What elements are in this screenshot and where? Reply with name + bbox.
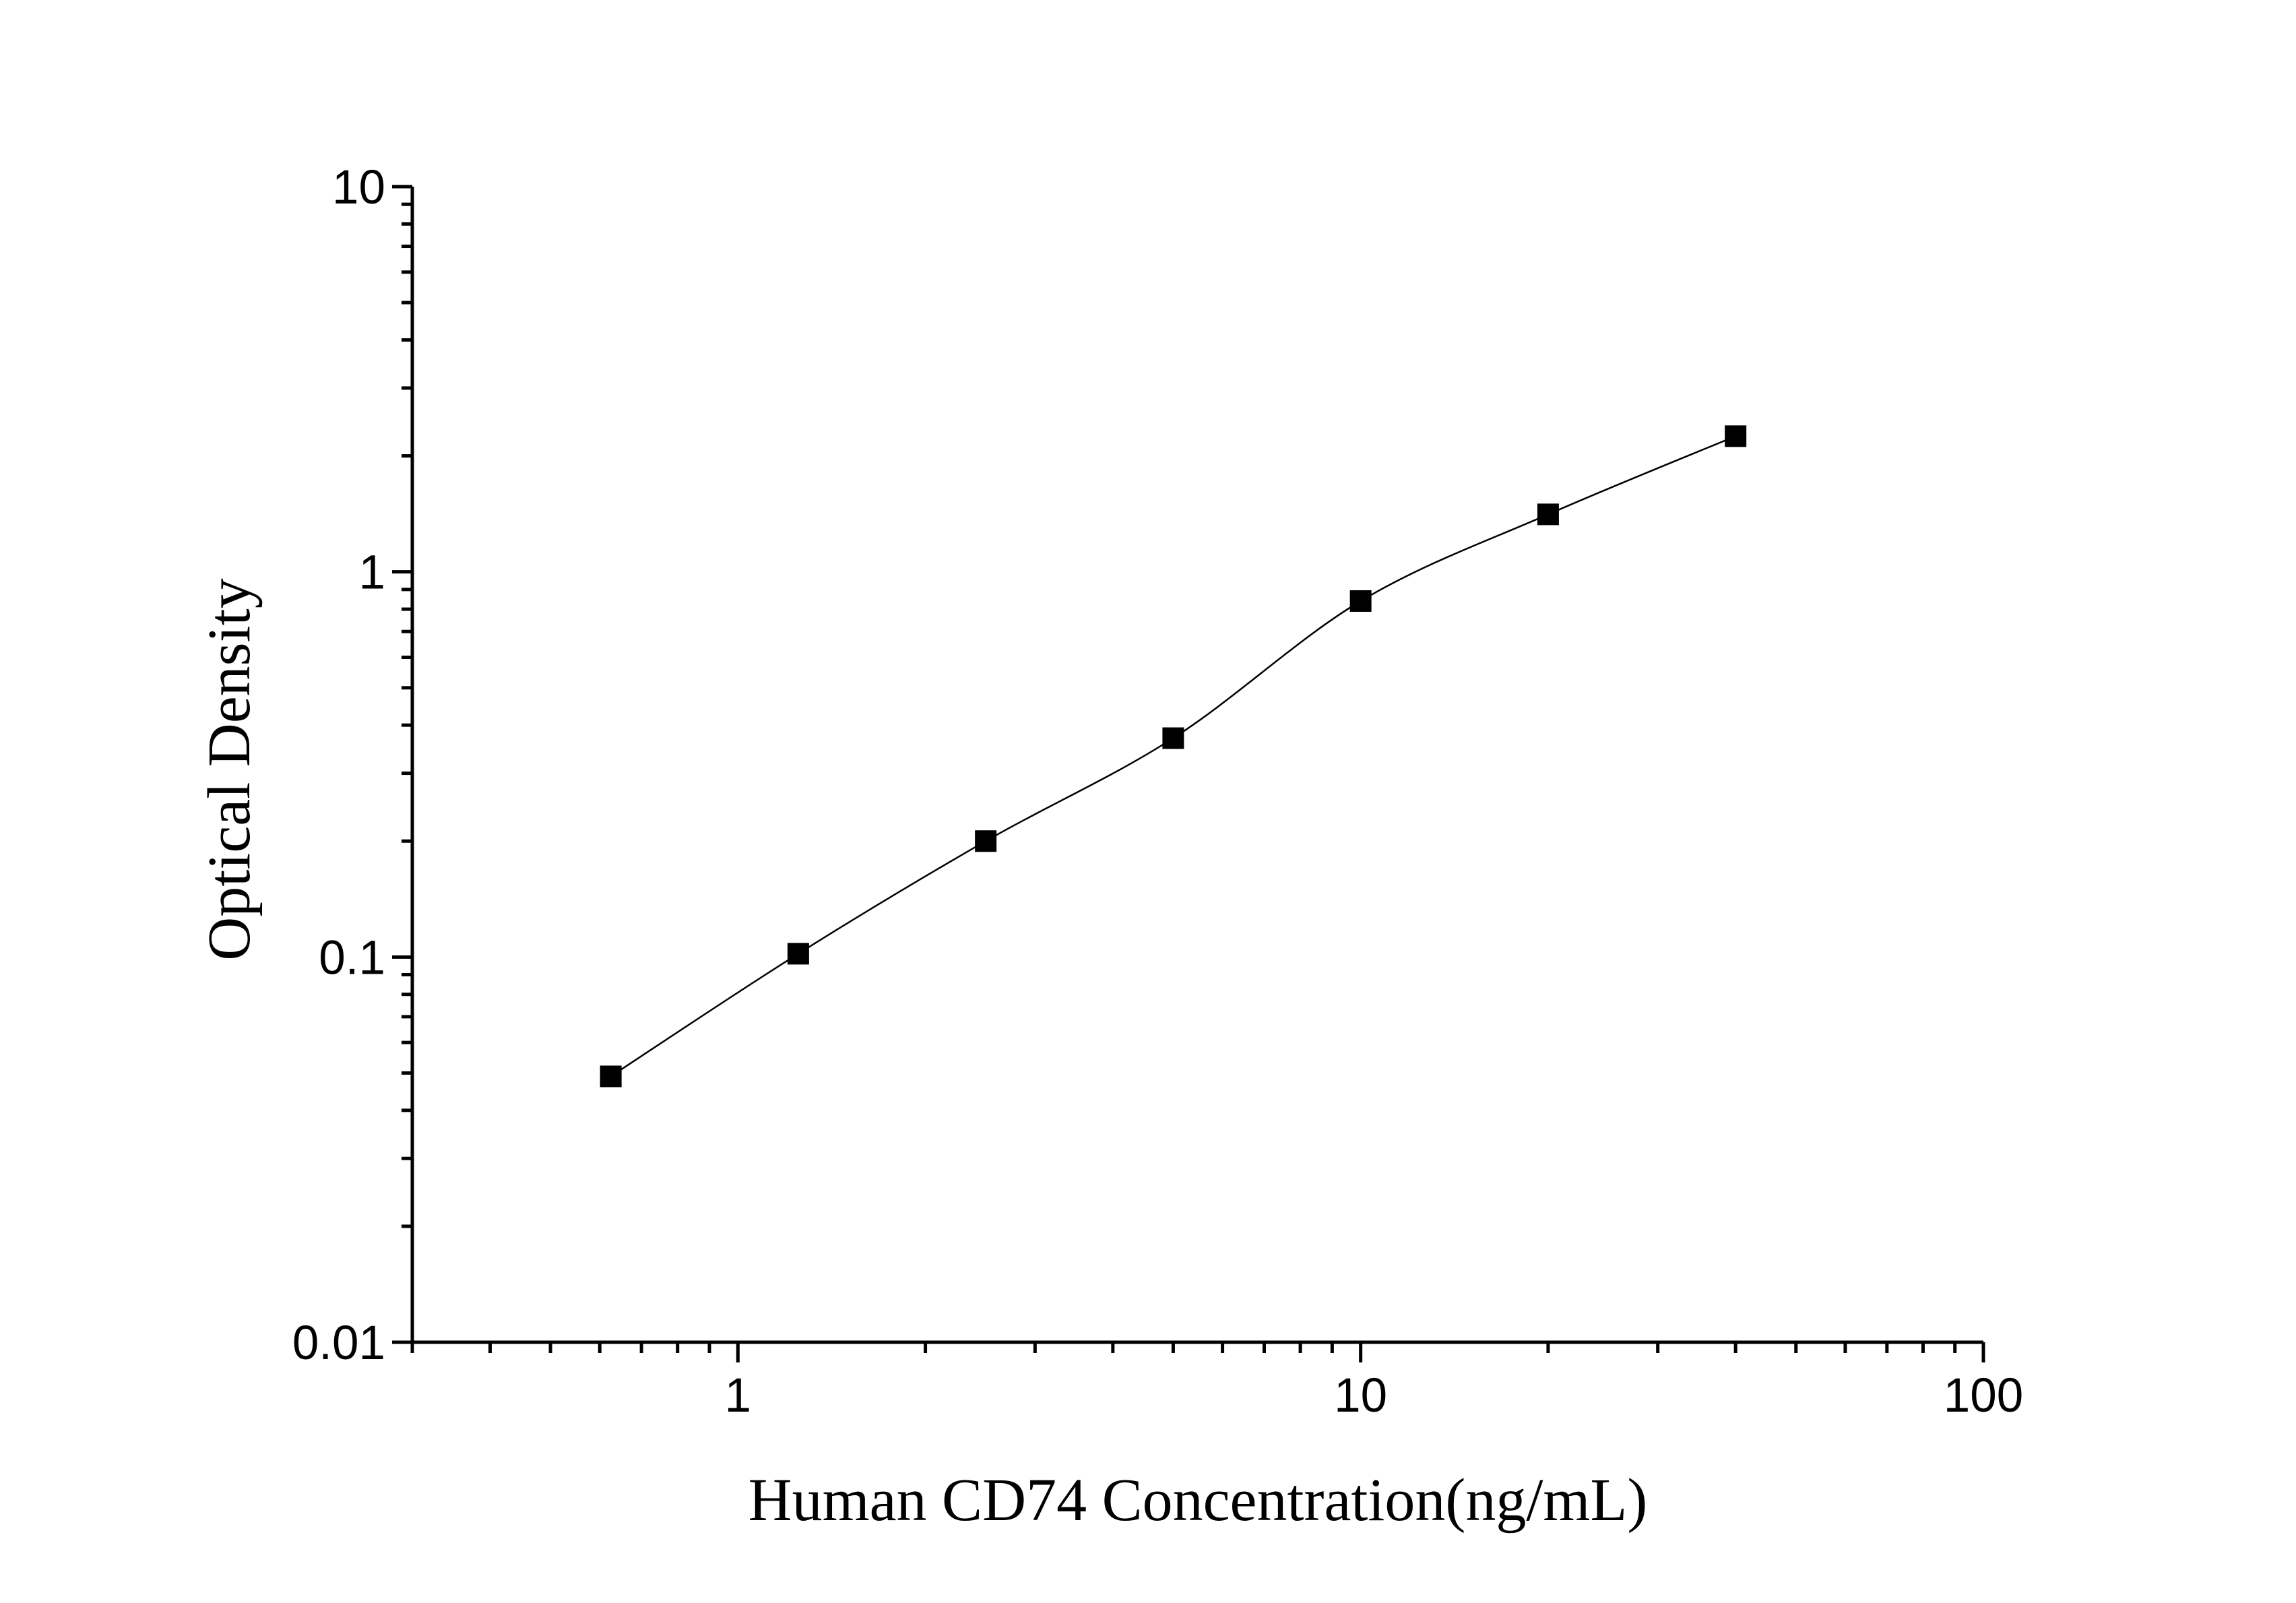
data-point xyxy=(1537,503,1559,526)
y-tick-label: 1 xyxy=(359,546,386,600)
data-points xyxy=(600,425,1747,1088)
data-point xyxy=(975,830,997,852)
y-tick-label: 0.01 xyxy=(292,1317,385,1370)
y-axis-title: Optical Density xyxy=(196,578,263,960)
x-tick-label: 10 xyxy=(1334,1369,1387,1422)
y-tick-label: 0.1 xyxy=(319,931,385,984)
x-axis-title: Human CD74 Concentration(ng/mL) xyxy=(748,1467,1648,1534)
tick-labels: 0.01 0.1 1 10 1 10 100 xyxy=(292,161,2023,1422)
x-tick-label: 1 xyxy=(725,1369,752,1422)
data-point xyxy=(1349,590,1372,612)
data-point xyxy=(1162,727,1184,749)
data-point xyxy=(1725,425,1747,447)
data-point xyxy=(600,1065,622,1088)
data-point xyxy=(787,943,809,965)
y-tick-label: 10 xyxy=(332,161,385,214)
x-tick-label: 100 xyxy=(1944,1369,2023,1422)
axes xyxy=(392,185,1985,1362)
fit-curve xyxy=(610,435,1736,1077)
